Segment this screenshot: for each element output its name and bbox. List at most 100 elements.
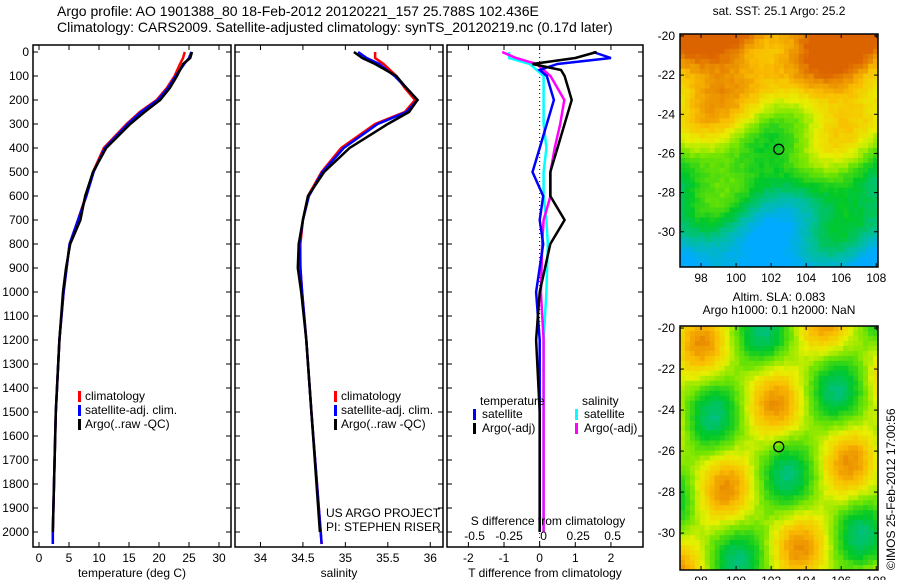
- map-cell: [680, 88, 686, 94]
- map-cell: [704, 330, 711, 337]
- map-cell: [729, 43, 735, 50]
- map-cell: [833, 520, 839, 526]
- map-cell: [818, 326, 825, 332]
- map-cell: [838, 425, 844, 432]
- map-cell: [853, 465, 859, 471]
- map-cell: [793, 167, 800, 174]
- map-cell: [858, 560, 864, 566]
- map-cell: [749, 555, 755, 561]
- map-cell: [858, 420, 864, 427]
- map-cell: [680, 420, 686, 427]
- map-cell: [709, 113, 716, 119]
- map-cell: [719, 500, 726, 506]
- map-cell: [699, 108, 706, 114]
- map-cell: [749, 330, 755, 337]
- map-cell: [783, 520, 790, 526]
- map-cell: [853, 172, 859, 179]
- map-cell: [868, 123, 874, 129]
- map-cell: [749, 540, 755, 546]
- map-cell: [779, 232, 785, 238]
- map-cell: [833, 162, 839, 169]
- map-cell: [714, 565, 721, 571]
- map-cell: [828, 202, 834, 209]
- map-cell: [739, 237, 745, 243]
- map-cell: [843, 93, 849, 99]
- map-cell: [783, 108, 790, 114]
- map-cell: [873, 405, 879, 412]
- map-cell: [863, 212, 869, 218]
- map-cell: [793, 520, 800, 526]
- map-cell: [803, 510, 810, 516]
- map-cell: [798, 172, 805, 179]
- map-cell: [788, 68, 795, 75]
- map-cell: [828, 177, 834, 184]
- map-cell: [788, 430, 795, 437]
- map-cell: [759, 510, 765, 516]
- map-cell: [744, 380, 750, 387]
- map-cell: [759, 157, 765, 164]
- map-cell: [769, 182, 775, 189]
- map-cell: [873, 197, 879, 204]
- map-cell: [729, 118, 735, 124]
- map-cell: [788, 555, 795, 561]
- map-cell: [774, 555, 780, 561]
- map-cell: [749, 335, 755, 342]
- map-cell: [754, 118, 760, 124]
- map-cell: [714, 78, 721, 85]
- map-cell: [779, 375, 785, 382]
- lat-tick-label: -26: [658, 444, 676, 458]
- map-cell: [704, 460, 711, 466]
- map-cell: [749, 535, 755, 541]
- lat-tick-label: -28: [658, 186, 676, 200]
- map-cell: [739, 182, 745, 189]
- map-cell: [788, 385, 795, 392]
- map-cell: [754, 470, 760, 476]
- map-cell: [714, 405, 721, 412]
- map-cell: [788, 227, 795, 233]
- map-cell: [729, 375, 735, 382]
- map-cell: [788, 43, 795, 50]
- map-cell: [769, 480, 775, 486]
- map-cell: [774, 128, 780, 134]
- map-cell: [709, 510, 716, 516]
- map-cell: [734, 415, 740, 422]
- map-cell: [858, 440, 864, 447]
- map-cell: [734, 330, 740, 337]
- map-cell: [684, 550, 691, 556]
- map-cell: [848, 242, 854, 248]
- map-cell: [719, 345, 726, 352]
- map-cell: [724, 167, 730, 174]
- map-cell: [769, 73, 775, 80]
- map-cell: [749, 485, 755, 491]
- map-cell: [858, 63, 864, 70]
- map-cell: [739, 550, 745, 556]
- map-cell: [868, 252, 874, 258]
- map-cell: [714, 113, 721, 119]
- map-cell: [853, 212, 859, 218]
- map-cell: [729, 227, 735, 233]
- map-cell: [808, 415, 815, 422]
- map-cell: [680, 73, 686, 80]
- map-cell: [783, 88, 790, 94]
- map-cell: [680, 350, 686, 357]
- map-cell: [724, 480, 730, 486]
- difference-frame: [446, 44, 644, 548]
- map-cell: [724, 172, 730, 179]
- map-cell: [689, 98, 696, 104]
- map-cell: [684, 118, 691, 124]
- map-cell: [734, 385, 740, 392]
- map-cell: [858, 475, 864, 481]
- map-cell: [793, 465, 800, 471]
- map-cell: [783, 207, 790, 213]
- map-cell: [853, 520, 859, 526]
- map-cell: [689, 172, 696, 179]
- map-cell: [863, 375, 869, 382]
- map-cell: [759, 152, 765, 159]
- difference-series-3: [501, 50, 566, 532]
- map-cell: [709, 252, 716, 258]
- map-cell: [729, 390, 735, 397]
- map-cell: [689, 480, 696, 486]
- map-cell: [808, 400, 815, 407]
- map-cell: [828, 212, 834, 218]
- map-cell: [694, 133, 701, 139]
